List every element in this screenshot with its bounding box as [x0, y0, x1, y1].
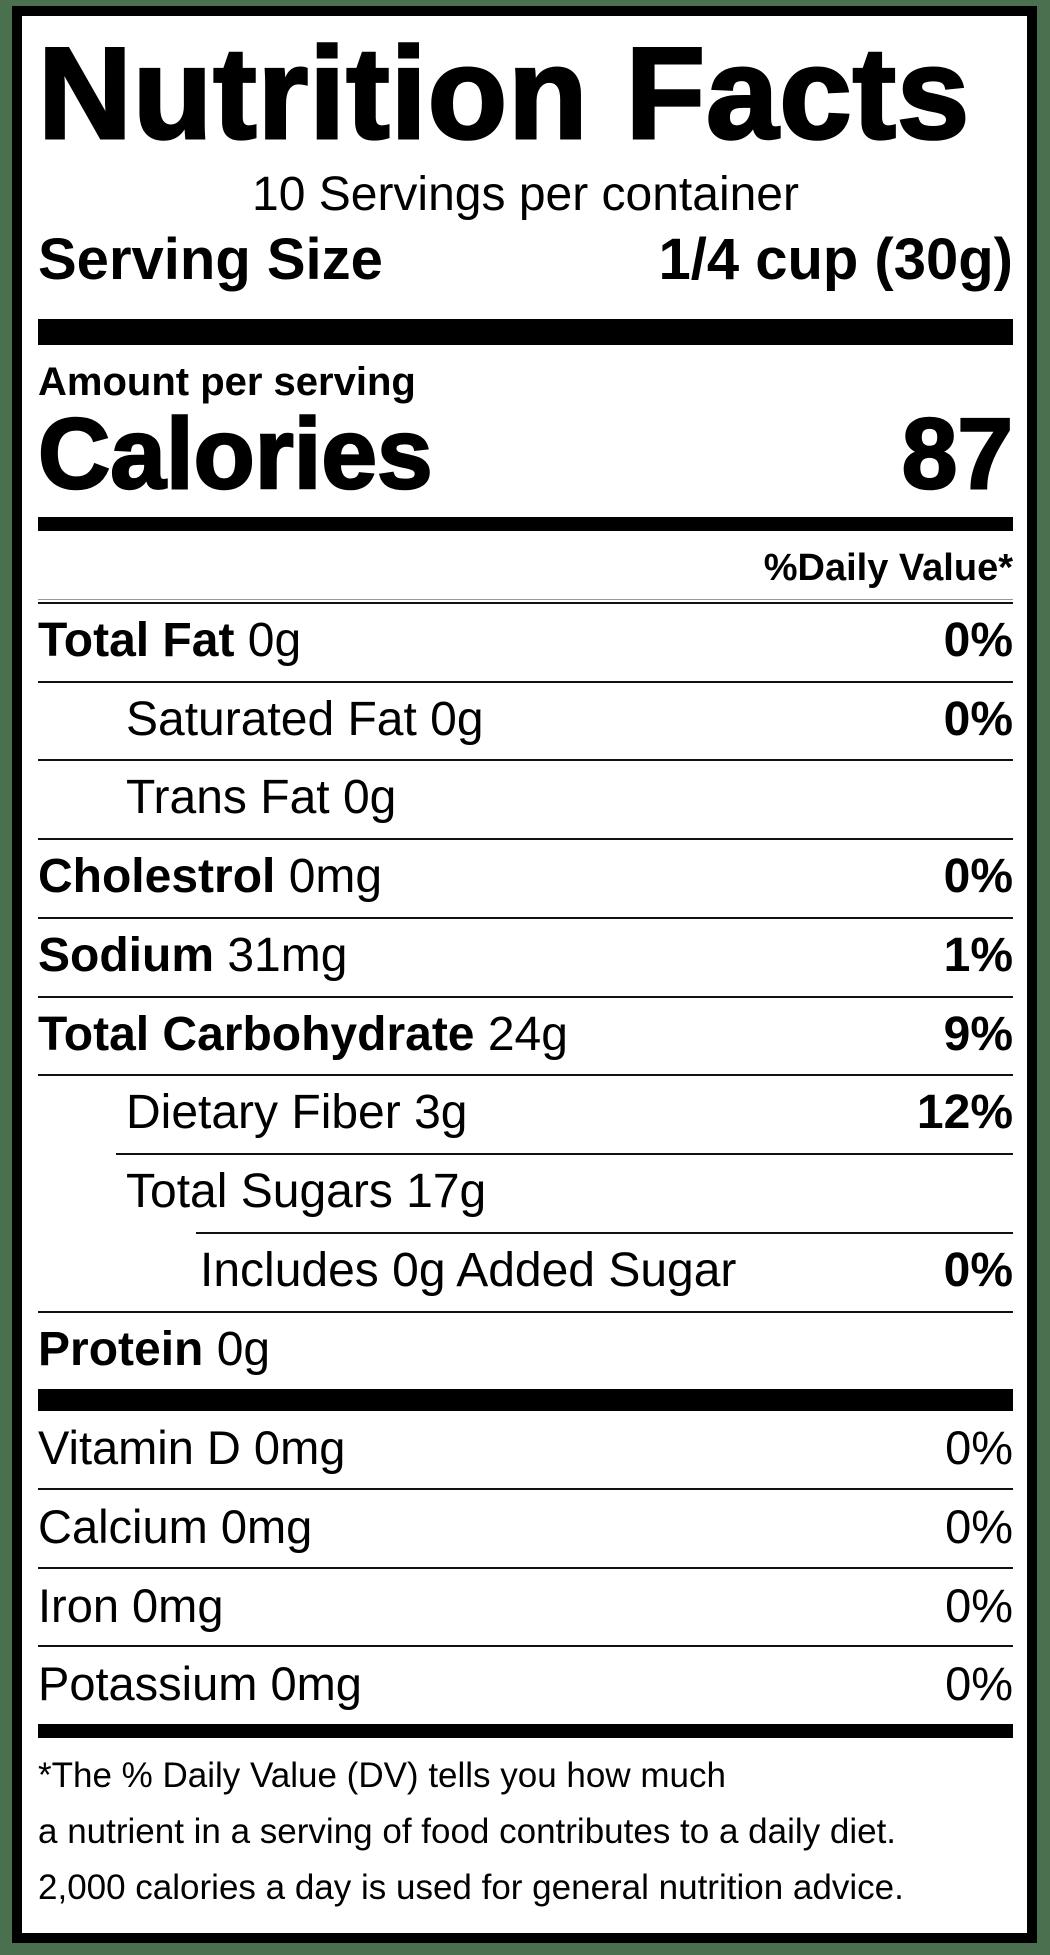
row-separator [38, 1488, 1013, 1491]
nutrient-row-total-fat: Total Fat 0g 0% [38, 604, 1013, 681]
nutrient-daily-value: 9% [943, 1007, 1013, 1061]
footnote-line: 2,000 calories a day is used for general… [38, 1867, 904, 1907]
row-separator [38, 1074, 1013, 1077]
vitamin-name: Vitamin D 0mg [38, 1421, 346, 1475]
footnote-line: a nutrient in a serving of food contribu… [38, 1811, 897, 1851]
row-separator [38, 759, 1013, 762]
vitamin-daily-value: 0% [945, 1578, 1013, 1632]
row-separator [38, 1645, 1013, 1648]
nutrient-name: Dietary Fiber 3g [126, 1086, 468, 1140]
calories-value: 87 [901, 398, 1015, 511]
vitamin-name: Iron 0mg [38, 1578, 224, 1632]
vitamin-daily-value: 0% [945, 1421, 1013, 1475]
amount-per-serving-label: Amount per serving [38, 360, 416, 405]
nutrient-name: Total Fat 0g [38, 613, 302, 667]
nutrient-row-total-sugars-17g: Total Sugars 17g [38, 1155, 1013, 1232]
vitamin-row-potassium-0mg: Potassium 0mg 0% [38, 1647, 1013, 1724]
nutrient-row-sodium: Sodium 31mg 1% [38, 919, 1013, 996]
thick-divider-calories [38, 517, 1013, 532]
row-separator [38, 598, 1013, 604]
row-separator [38, 1310, 1013, 1313]
vitamin-row-vitamin-d-0mg: Vitamin D 0mg 0% [38, 1411, 1013, 1488]
nutrient-daily-value: 1% [943, 928, 1013, 982]
serving-size-label: Serving Size [38, 226, 383, 292]
calories-row: Calories 87 [37, 398, 1015, 511]
nutrient-row-saturated-fat-0g: Saturated Fat 0g 0% [38, 683, 1013, 760]
daily-value-footnote: *The % Daily Value (DV) tells you how mu… [38, 1748, 1013, 1916]
row-separator [38, 680, 1013, 683]
nutrient-rows-section: Total Fat 0g 0% Saturated Fat 0g 0% Trans Fa… [38, 598, 1013, 1390]
nutrient-name: Saturated Fat 0g [126, 692, 484, 746]
nutrient-row-protein: Protein 0g [38, 1313, 1013, 1390]
row-separator [38, 1566, 1013, 1569]
vitamin-daily-value: 0% [945, 1657, 1013, 1711]
nutrition-facts-label: Nutrition Facts 10 Servings per containe… [12, 6, 1037, 1943]
serving-size-value: 1/4 cup (30g) [658, 226, 1013, 292]
thick-divider-top [38, 319, 1013, 346]
vitamin-rows-section: Vitamin D 0mg 0% Calcium 0mg 0% Iron 0mg 0% Po… [38, 1411, 1013, 1724]
nutrient-name: Cholestrol 0mg [38, 850, 383, 904]
nutrient-name: Total Carbohydrate 24g [38, 1007, 568, 1061]
nutrient-row-total-carbohydrate: Total Carbohydrate 24g 9% [38, 998, 1013, 1075]
row-separator [116, 1153, 1013, 1156]
vitamin-daily-value: 0% [945, 1500, 1013, 1554]
nutrient-name: Sodium 31mg [38, 928, 348, 982]
serving-size-row: Serving Size 1/4 cup (30g) [38, 227, 1013, 294]
row-separator [38, 916, 1013, 919]
nutrient-daily-value: 0% [943, 850, 1013, 904]
row-separator [38, 995, 1013, 998]
vitamin-name: Potassium 0mg [38, 1657, 362, 1711]
row-separator [196, 1231, 1013, 1234]
footnote-line: *The % Daily Value (DV) tells you how mu… [38, 1755, 726, 1795]
nutrient-daily-value: 0% [943, 1243, 1013, 1297]
label-title: Nutrition Facts [37, 20, 971, 166]
vitamin-name: Calcium 0mg [38, 1500, 313, 1554]
nutrient-row-cholestrol: Cholestrol 0mg 0% [38, 840, 1013, 917]
thick-divider-bottom [38, 1723, 1013, 1738]
servings-per-container: 10 Servings per container [252, 168, 799, 222]
calories-label: Calories [37, 398, 434, 511]
nutrient-name: Total Sugars 17g [126, 1165, 487, 1219]
vitamin-row-iron-0mg: Iron 0mg 0% [38, 1569, 1013, 1646]
nutrient-name: Protein 0g [38, 1322, 271, 1376]
nutrient-daily-value: 12% [916, 1086, 1013, 1140]
row-separator [38, 838, 1013, 841]
nutrient-daily-value: 0% [943, 613, 1013, 667]
nutrient-row-includes-0g-added-sugar: Includes 0g Added Sugar 0% [38, 1234, 1013, 1311]
nutrient-row-trans-fat-0g: Trans Fat 0g [38, 761, 1013, 838]
vitamin-row-calcium-0mg: Calcium 0mg 0% [38, 1490, 1013, 1567]
daily-value-header: %Daily Value* [763, 547, 1013, 590]
nutrient-name: Includes 0g Added Sugar [200, 1243, 737, 1297]
thick-divider-protein [38, 1389, 1013, 1412]
nutrient-row-dietary-fiber-3g: Dietary Fiber 3g 12% [38, 1076, 1013, 1153]
nutrient-daily-value: 0% [943, 692, 1013, 746]
nutrient-name: Trans Fat 0g [126, 771, 397, 825]
